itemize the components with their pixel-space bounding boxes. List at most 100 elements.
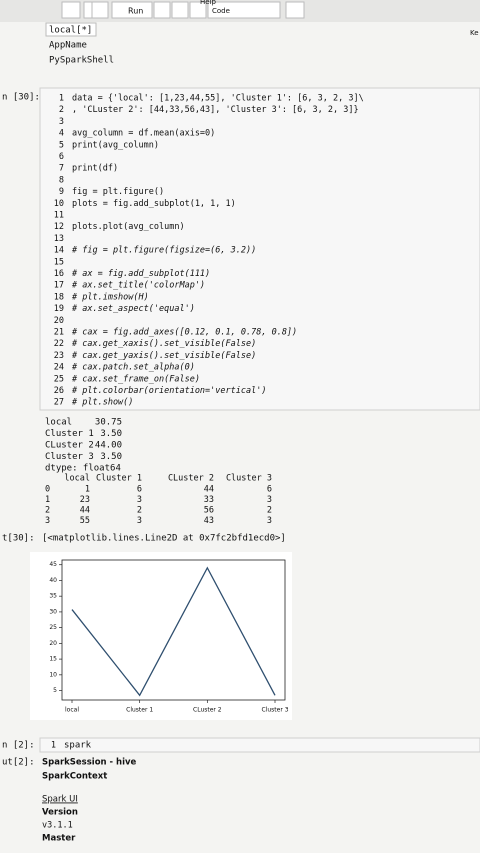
header-output: local[*] — [49, 26, 92, 36]
axes-frame — [61, 559, 286, 701]
line-number: 26 — [54, 386, 64, 396]
df-cell: 6 — [137, 485, 142, 495]
content: local[*] AppName PySparkShell n [30]: 1 data … — [2, 22, 364, 844]
code-line: # plt.colorbar(orientation='vertical') — [71, 386, 266, 396]
code-line: # ax.set_aspect('equal') — [71, 304, 195, 314]
df-cell: 3 — [137, 495, 142, 505]
code-cell-2[interactable] — [39, 737, 480, 753]
y-tick-label: 25 — [49, 624, 57, 631]
x-tick-label: Cluster 1 — [126, 707, 153, 714]
df-cell: 2 — [267, 506, 272, 516]
in-prompt: n [30]: — [2, 93, 40, 103]
series-index: CLuster 2 — [45, 441, 94, 451]
df-cell: 33 — [204, 495, 214, 505]
x-tick-label: CLuster 2 — [193, 707, 222, 714]
line-number: 1 — [51, 741, 56, 751]
spark-field: Master — [42, 834, 76, 844]
line-number: 2 — [59, 105, 64, 115]
code-line: # cax.set_frame_on(False) — [71, 374, 200, 384]
line-number: 22 — [54, 339, 64, 349]
code-line: # cax.patch.set_alpha(0) — [71, 363, 195, 373]
spark-ui-link[interactable]: Spark UI — [42, 795, 78, 805]
code-line: # fig = plt.figure(figsize=(6, 3.2)) — [71, 246, 256, 256]
code-line: # cax = fig.add_axes([0.12, 0.1, 0.78, 0… — [71, 328, 297, 338]
df-index: 3 — [45, 516, 50, 526]
line-number: 11 — [54, 211, 64, 221]
help-menu[interactable]: Help — [200, 0, 217, 6]
in-prompt: n [2]: — [2, 741, 35, 751]
line-number: 9 — [59, 187, 64, 197]
code-line: spark — [64, 741, 92, 751]
code-line: avg_column = df.mean(axis=0) — [72, 129, 215, 139]
line-number: 25 — [54, 374, 64, 384]
df-cell: 3 — [267, 516, 272, 526]
line-number: 3 — [59, 117, 64, 127]
df-header: Cluster 1 — [96, 474, 142, 484]
stop-button[interactable] — [153, 1, 171, 19]
df-cell: 3 — [137, 516, 142, 526]
move-down-button[interactable] — [91, 1, 109, 19]
out-prompt: t[30]: — [2, 534, 35, 544]
code-line: print(df) — [72, 164, 118, 174]
df-cell: 1 — [85, 485, 90, 495]
y-tick-label: 45 — [49, 561, 57, 568]
figure — [30, 552, 292, 720]
line-number: 5 — [59, 140, 64, 150]
code-line: # ax = fig.add_subplot(111) — [71, 269, 210, 279]
cell-type-select[interactable] — [207, 1, 281, 19]
line-number: 21 — [54, 328, 64, 338]
df-cell: 56 — [204, 506, 214, 516]
code-line: # cax.get_xaxis().set_visible(False) — [71, 339, 256, 349]
df-header: Cluster 3 — [226, 474, 272, 484]
df-header: local — [64, 474, 90, 484]
series-index: local — [45, 418, 72, 428]
line-number: 17 — [54, 281, 64, 291]
series-index: Cluster 1 — [45, 429, 94, 439]
line-number: 20 — [54, 316, 64, 326]
line-number: 18 — [54, 292, 64, 302]
code-line: # ax.set_title('colorMap') — [71, 281, 205, 291]
series-value: 3.50 — [100, 429, 122, 439]
line-number: 14 — [54, 246, 64, 256]
line-number: 12 — [54, 222, 64, 232]
spark-output: SparkContext — [42, 772, 107, 782]
keyboard-button[interactable] — [285, 1, 305, 19]
line-number: 13 — [54, 234, 64, 244]
code-line: # plt.imshow(H) — [71, 292, 149, 302]
run-button[interactable] — [111, 1, 153, 19]
y-tick-label: 10 — [49, 671, 57, 678]
line-number: 19 — [54, 304, 64, 314]
df-index: 0 — [45, 485, 50, 495]
code-line: fig = plt.figure() — [72, 187, 164, 197]
df-cell: 55 — [80, 516, 90, 526]
code-cell-30[interactable] — [39, 87, 480, 411]
line-number: 23 — [54, 351, 64, 361]
out-text: [<matplotlib.lines.Line2D at 0x7fc2bfd1e… — [42, 534, 286, 544]
code-line: plots = fig.add_subplot(1, 1, 1) — [72, 199, 236, 209]
x-tick-label: Cluster 3 — [261, 707, 288, 714]
restart-button[interactable] — [171, 1, 189, 19]
line-number: 6 — [59, 152, 64, 162]
spark-output: SparkSession - hive — [42, 758, 137, 768]
df-cell: 44 — [204, 485, 214, 495]
y-tick-label: 5 — [53, 687, 57, 694]
header-output: PySparkShell — [49, 56, 114, 66]
restart-run-button[interactable] — [189, 1, 207, 19]
line-number: 7 — [59, 164, 64, 174]
x-tick-label: local — [65, 707, 79, 714]
series-value: 3.50 — [100, 452, 122, 462]
dtype: dtype: float64 — [45, 464, 121, 474]
spark-field: v3.1.1 — [42, 821, 73, 831]
code-line: , 'CLuster 2': [44,33,56,43], 'Cluster 3… — [72, 105, 359, 115]
y-tick-label: 30 — [49, 608, 57, 615]
code-line: # plt.show() — [71, 398, 133, 408]
series-index: Cluster 3 — [45, 452, 94, 462]
code-line: print(avg_column) — [72, 140, 159, 150]
line-number: 8 — [59, 175, 64, 185]
line-number: 10 — [54, 199, 64, 209]
cell-type-label: Code — [212, 7, 230, 15]
spark-field: Version — [42, 808, 78, 818]
y-tick-label: 35 — [49, 593, 57, 600]
save-button[interactable] — [61, 1, 81, 19]
